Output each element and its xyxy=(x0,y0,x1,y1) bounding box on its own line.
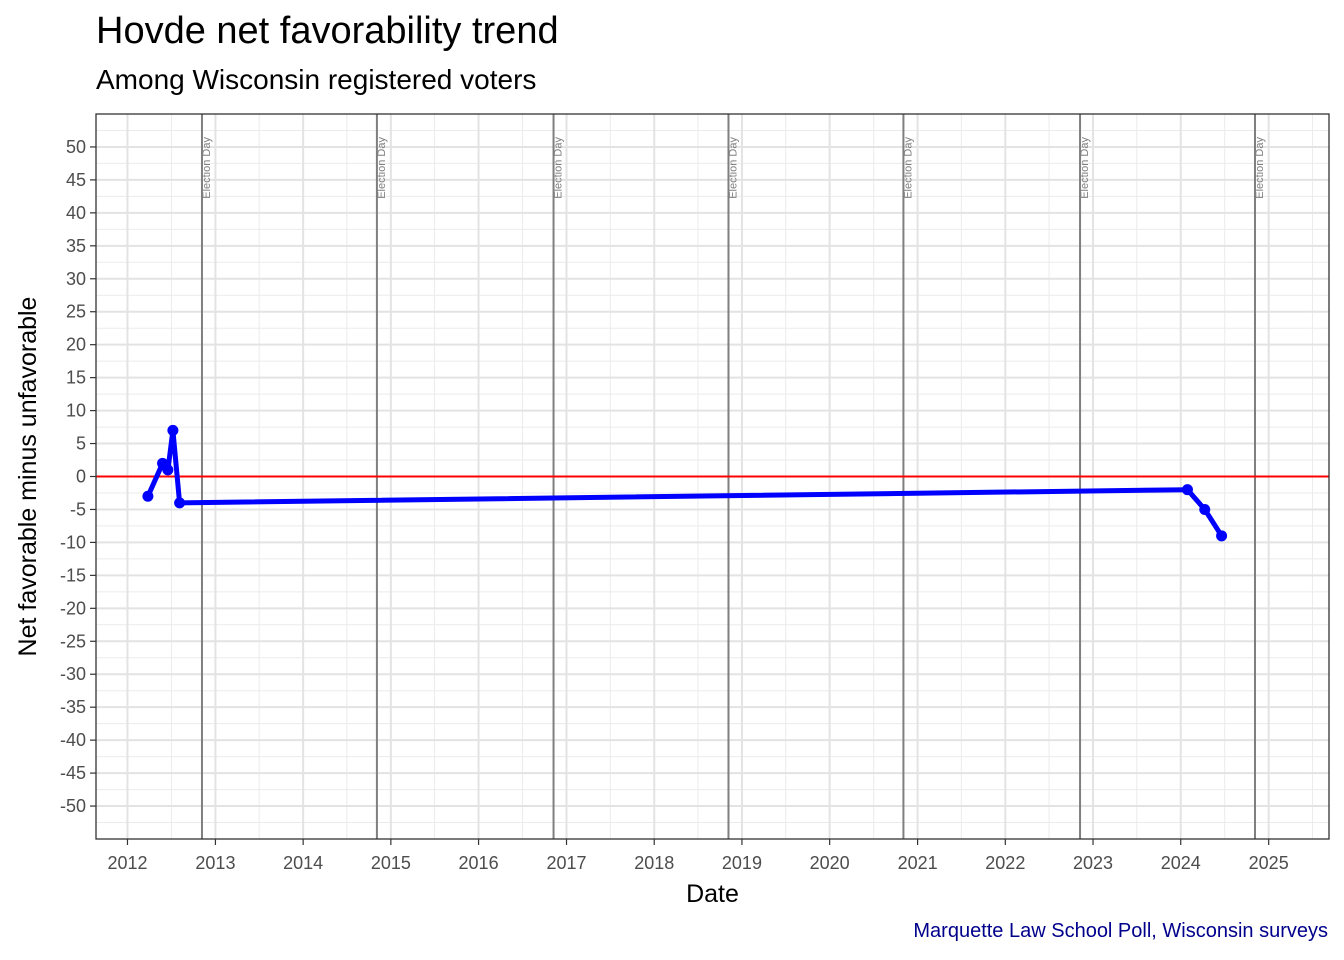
y-tick-label: -5 xyxy=(70,499,86,519)
data-point xyxy=(142,490,154,502)
y-tick-label: -35 xyxy=(60,697,86,717)
x-tick-label: 2021 xyxy=(898,853,938,873)
data-point xyxy=(1216,530,1228,542)
y-tick-label: -20 xyxy=(60,598,86,618)
election-day-label: Election Day xyxy=(727,137,739,199)
y-tick-label: -40 xyxy=(60,730,86,750)
y-tick-label: -30 xyxy=(60,664,86,684)
y-axis: 50454035302520151050-5-10-15-20-25-30-35… xyxy=(60,137,96,816)
series xyxy=(142,424,1228,542)
y-tick-label: 20 xyxy=(66,335,86,355)
x-tick-label: 2019 xyxy=(722,853,762,873)
y-axis-title: Net favorable minus unfavorable xyxy=(14,297,42,657)
x-tick-label: 2015 xyxy=(371,853,411,873)
data-point xyxy=(167,424,179,436)
y-tick-label: 45 xyxy=(66,170,86,190)
election-day-label: Election Day xyxy=(902,137,914,199)
y-tick-label: 50 xyxy=(66,137,86,157)
data-point xyxy=(162,464,174,476)
x-tick-label: 2025 xyxy=(1249,853,1289,873)
x-tick-label: 2012 xyxy=(107,853,147,873)
chart-caption: Marquette Law School Poll, Wisconsin sur… xyxy=(913,920,1328,942)
y-tick-label: 40 xyxy=(66,203,86,223)
x-tick-label: 2023 xyxy=(1073,853,1113,873)
x-tick-label: 2018 xyxy=(634,853,674,873)
y-tick-label: 25 xyxy=(66,302,86,322)
y-tick-label: -50 xyxy=(60,796,86,816)
x-tick-label: 2016 xyxy=(459,853,499,873)
chart-title: Hovde net favorability trend xyxy=(96,10,559,52)
y-tick-label: 5 xyxy=(76,434,86,454)
election-day-label: Election Day xyxy=(376,137,388,199)
x-tick-label: 2017 xyxy=(546,853,586,873)
y-tick-label: -45 xyxy=(60,763,86,783)
y-tick-label: 10 xyxy=(66,401,86,421)
y-tick-label: -15 xyxy=(60,565,86,585)
x-tick-label: 2024 xyxy=(1161,853,1201,873)
y-tick-label: 15 xyxy=(66,368,86,388)
y-tick-label: 35 xyxy=(66,236,86,256)
x-axis-title: Date xyxy=(686,880,739,908)
data-point xyxy=(1181,484,1193,496)
data-point xyxy=(1199,503,1211,515)
election-day-label: Election Day xyxy=(201,137,213,199)
x-axis: 2012 2013 2014 2015 2016 2017 2018 2019 2020 2021… xyxy=(107,839,1289,873)
y-tick-label: -10 xyxy=(60,532,86,552)
y-tick-label: 30 xyxy=(66,269,86,289)
election-day-label: Election Day xyxy=(1254,137,1266,199)
election-day-label: Election Day xyxy=(553,137,565,199)
y-tick-label: -25 xyxy=(60,631,86,651)
x-tick-label: 2022 xyxy=(985,853,1025,873)
x-tick-label: 2014 xyxy=(283,853,323,873)
election-day-label: Election Day xyxy=(1079,137,1091,199)
x-tick-label: 2020 xyxy=(810,853,850,873)
chart-subtitle: Among Wisconsin registered voters xyxy=(96,64,537,95)
data-point xyxy=(174,497,186,509)
x-tick-label: 2013 xyxy=(195,853,235,873)
y-tick-label: 0 xyxy=(76,467,86,487)
